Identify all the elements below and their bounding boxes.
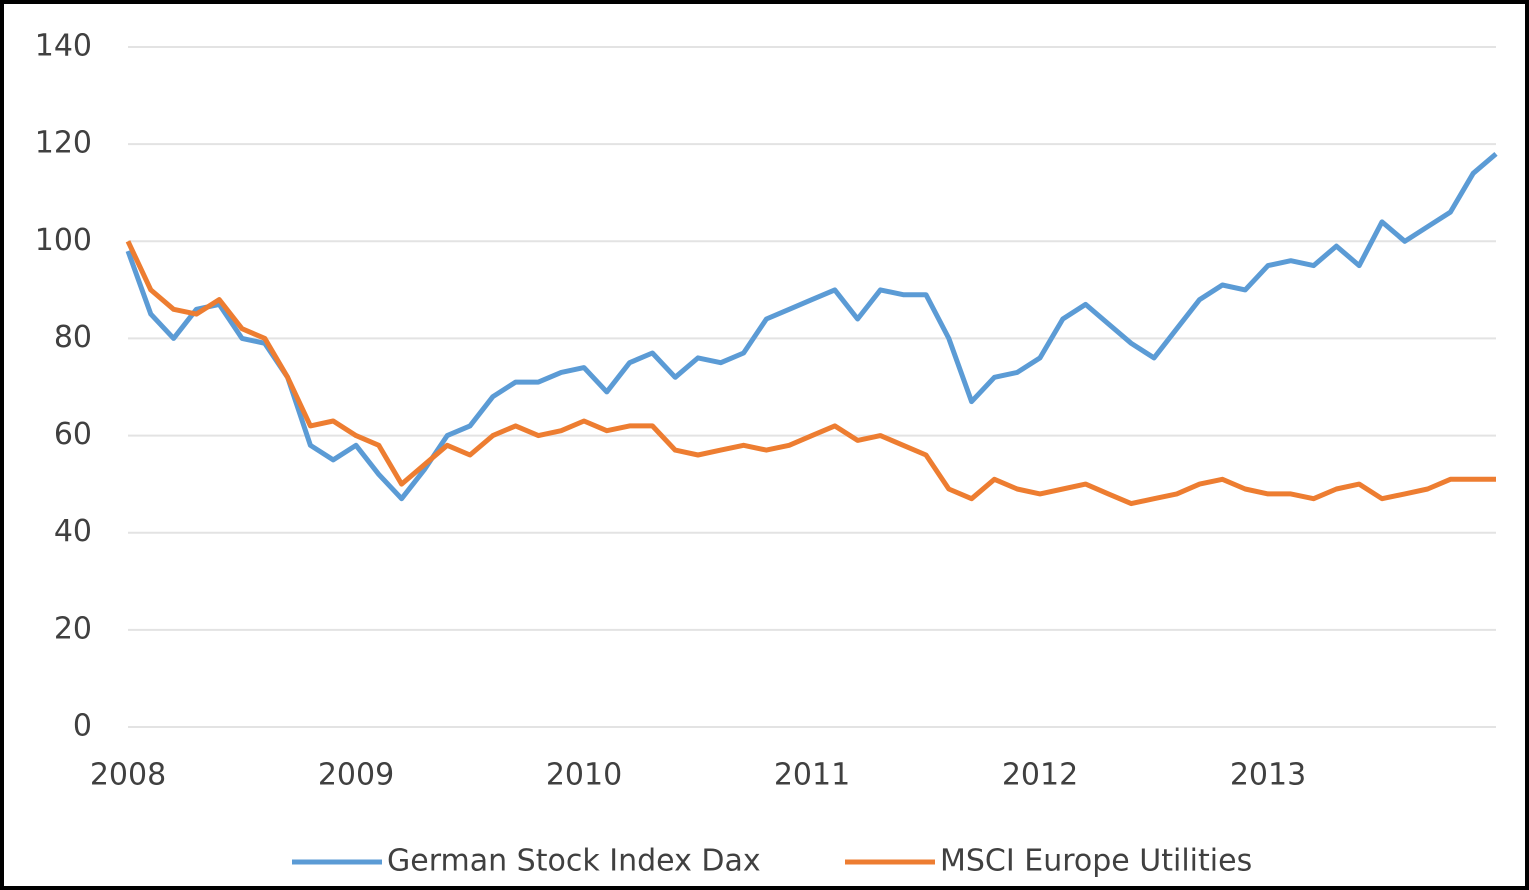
y-tick-label: 80 [54,320,92,355]
x-tick-label: 2013 [1230,758,1306,793]
x-tick-label: 2011 [774,758,850,793]
x-tick-label: 2010 [546,758,622,793]
y-tick-label: 140 [35,29,92,64]
legend-label: German Stock Index Dax [387,844,761,879]
y-tick-label: 40 [54,514,92,549]
y-tick-label: 120 [35,126,92,161]
x-tick-label: 2012 [1002,758,1078,793]
y-tick-label: 60 [54,417,92,452]
x-tick-label: 2009 [318,758,394,793]
series-line [125,151,1498,502]
y-tick-label: 0 [73,709,92,744]
series-line [125,240,1496,507]
x-tick-label: 2008 [90,758,166,793]
legend-label: MSCI Europe Utilities [940,844,1252,879]
y-tick-label: 100 [35,223,92,258]
y-tick-label: 20 [54,611,92,646]
